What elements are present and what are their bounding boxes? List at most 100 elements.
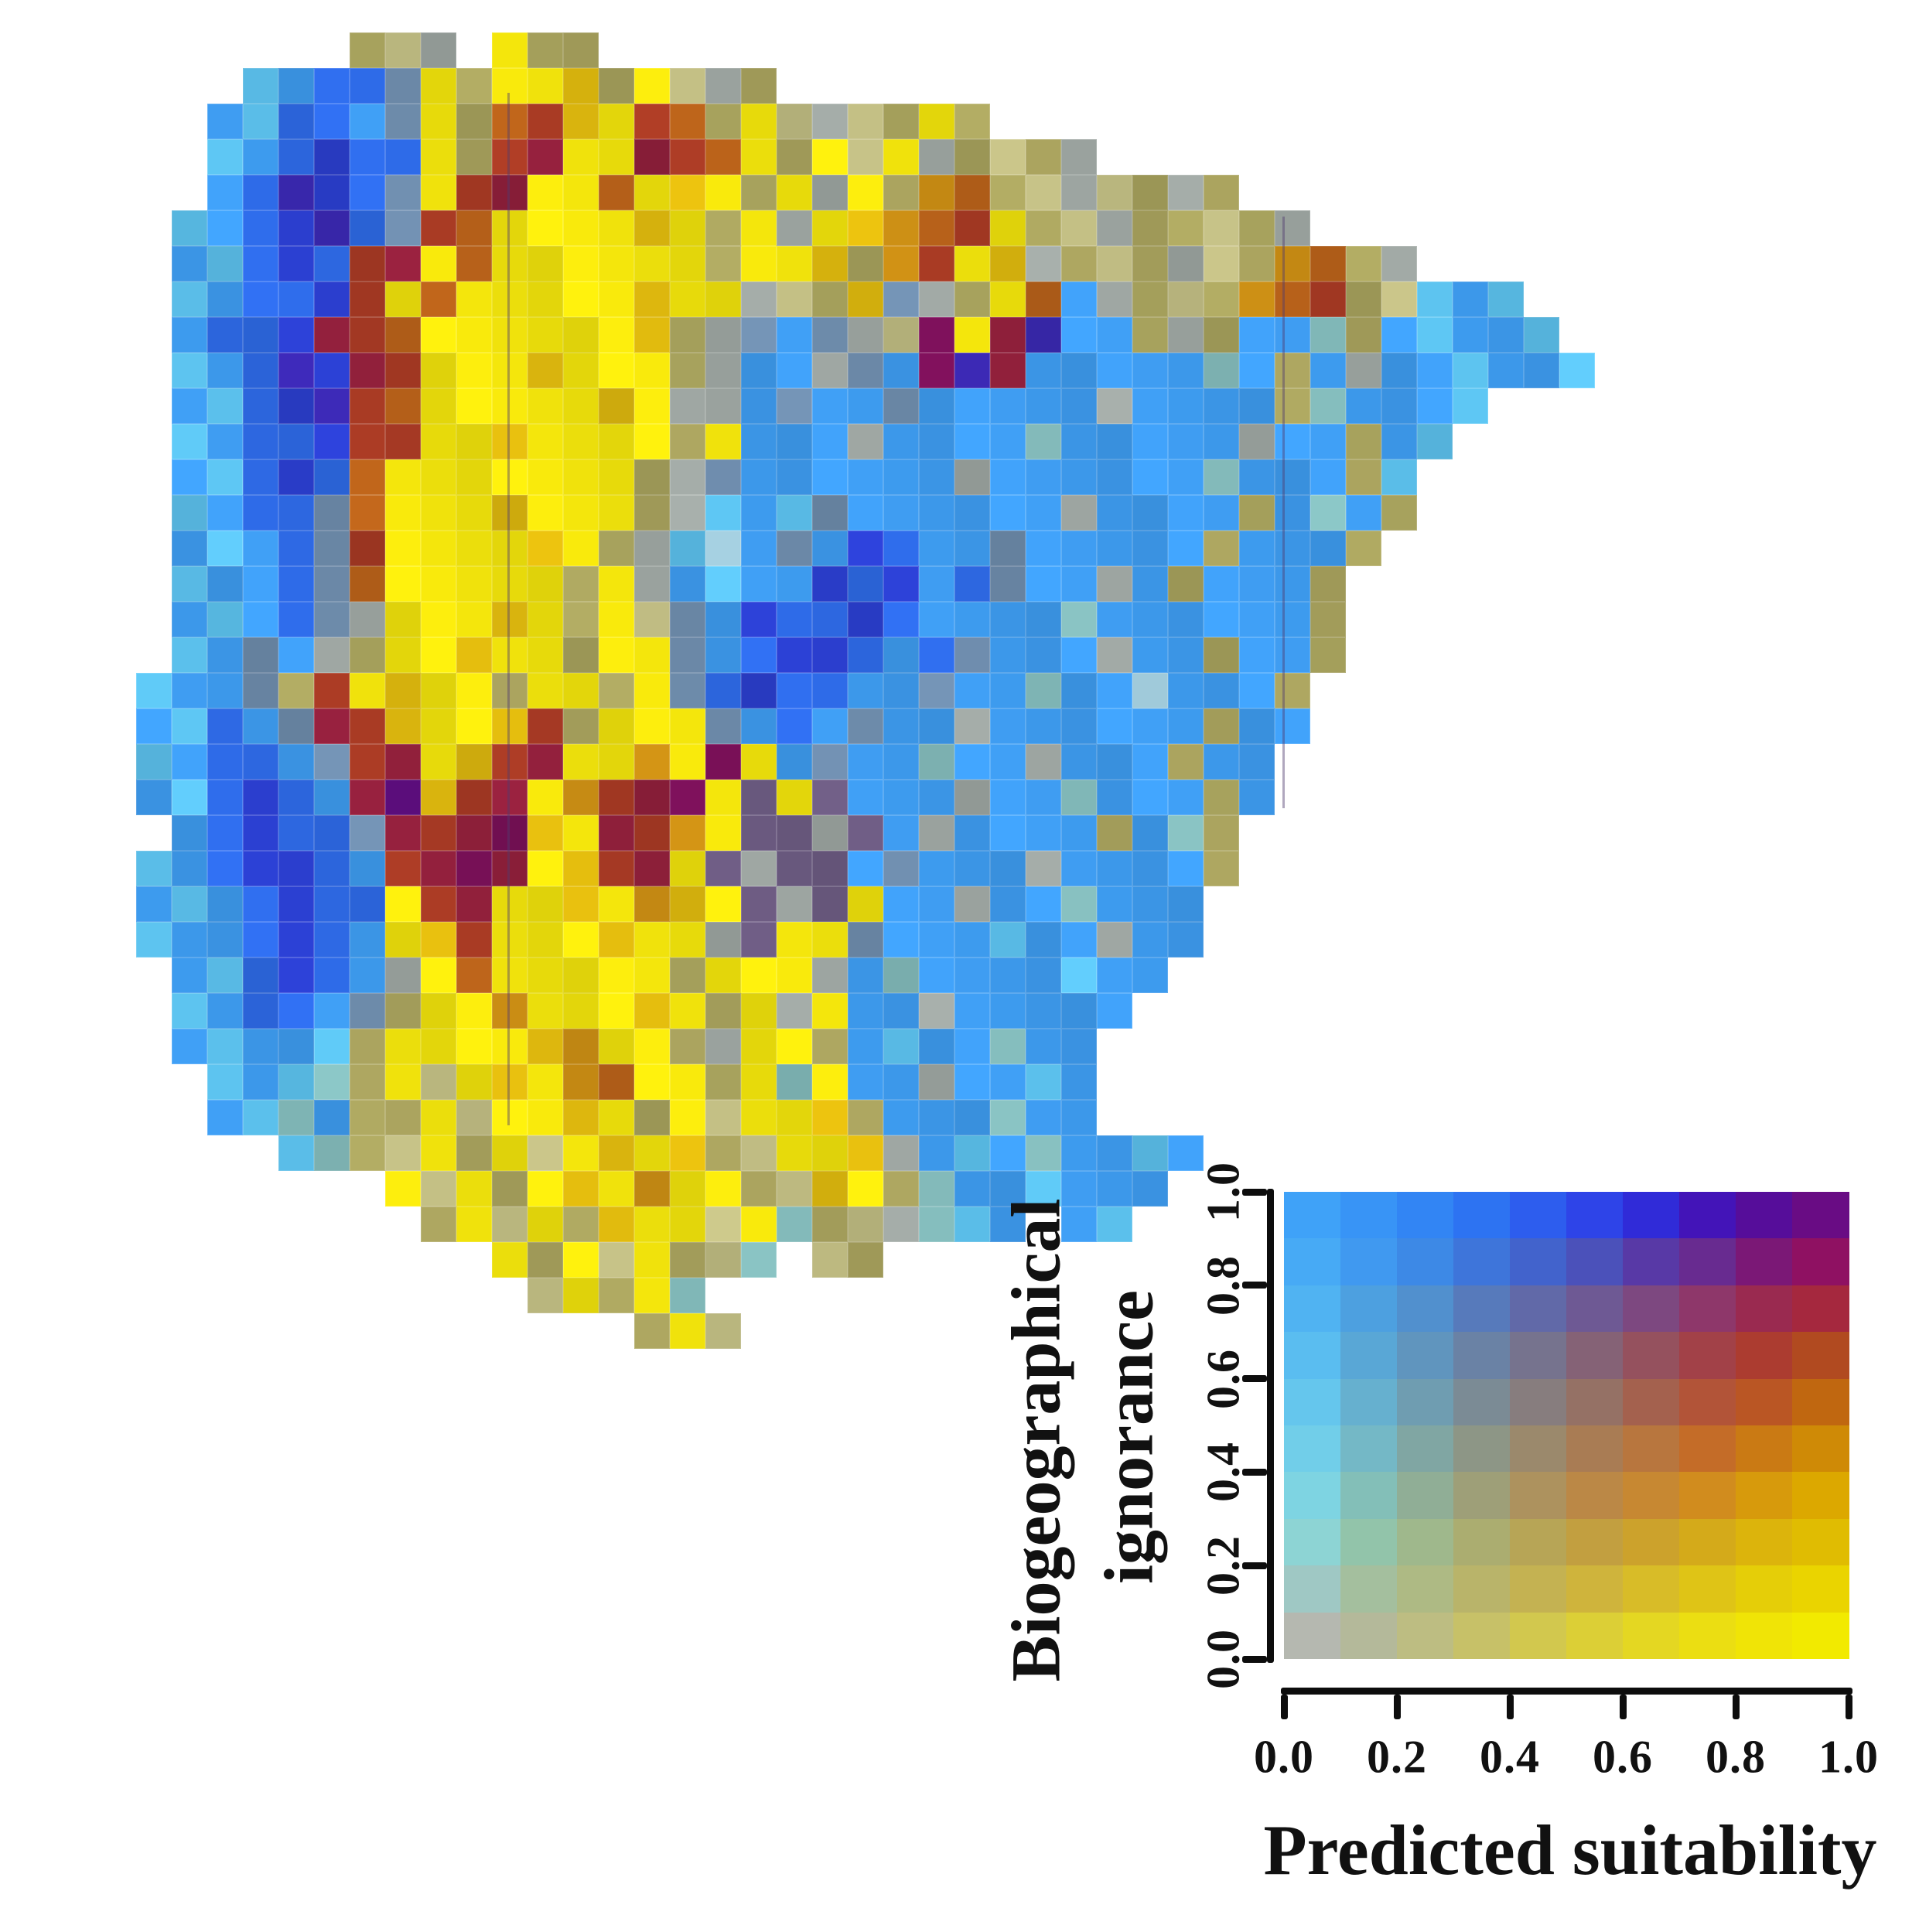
map-raster-cell xyxy=(528,246,563,282)
map-raster-cell xyxy=(670,993,705,1029)
map-raster-cell xyxy=(705,424,741,459)
map-raster-cell xyxy=(883,1207,919,1242)
map-raster-cell xyxy=(456,104,492,139)
map-raster-cell xyxy=(634,957,670,993)
map-raster-cell xyxy=(1097,353,1132,388)
map-raster-cell xyxy=(1168,886,1204,922)
map-raster-cell xyxy=(812,1029,848,1064)
legend-y-axis-tick xyxy=(1242,1375,1267,1383)
map-raster-cell xyxy=(990,922,1026,957)
map-raster-cell xyxy=(741,566,777,602)
map-raster-cell xyxy=(670,673,705,708)
map-raster-cell xyxy=(848,602,883,637)
map-raster-cell xyxy=(1097,744,1132,780)
map-raster-cell xyxy=(883,886,919,922)
legend-matrix-cell xyxy=(1623,1378,1680,1426)
map-raster-cell xyxy=(1346,424,1381,459)
map-raster-cell xyxy=(705,282,741,317)
map-raster-cell xyxy=(563,1100,599,1135)
map-raster-cell xyxy=(1097,851,1132,886)
map-raster-cell xyxy=(741,1064,777,1100)
map-raster-cell xyxy=(1132,531,1168,566)
map-raster-cell xyxy=(812,459,848,495)
map-raster-cell xyxy=(385,744,421,780)
map-raster-cell xyxy=(705,459,741,495)
map-raster-cell xyxy=(243,424,278,459)
map-raster-cell xyxy=(563,424,599,459)
map-raster-cell xyxy=(1204,282,1239,317)
legend-matrix-cell xyxy=(1340,1238,1398,1286)
map-raster-cell xyxy=(1132,851,1168,886)
map-raster-cell xyxy=(848,495,883,531)
map-raster-cell xyxy=(1132,1171,1168,1207)
map-raster-cell xyxy=(705,602,741,637)
map-raster-cell xyxy=(919,815,954,851)
map-raster-cell xyxy=(385,957,421,993)
map-raster-cell xyxy=(954,317,990,353)
map-raster-cell xyxy=(741,1242,777,1278)
map-raster-cell xyxy=(670,886,705,922)
map-raster-cell xyxy=(634,1242,670,1278)
map-raster-cell xyxy=(1061,424,1097,459)
map-raster-cell xyxy=(883,317,919,353)
map-raster-cell xyxy=(1097,495,1132,531)
map-raster-cell xyxy=(705,637,741,673)
map-raster-cell xyxy=(919,139,954,175)
map-raster-cell xyxy=(421,1171,456,1207)
map-raster-cell xyxy=(278,388,314,424)
map-raster-cell xyxy=(172,602,207,637)
map-raster-cell xyxy=(705,139,741,175)
map-raster-cell xyxy=(670,210,705,246)
map-raster-cell xyxy=(207,815,243,851)
map-raster-cell xyxy=(528,210,563,246)
map-raster-cell xyxy=(421,32,456,68)
map-raster-cell xyxy=(777,246,812,282)
legend-matrix-cell xyxy=(1510,1472,1567,1520)
legend-matrix-cell xyxy=(1623,1472,1680,1520)
map-raster-cell xyxy=(456,1207,492,1242)
map-raster-cell xyxy=(1132,957,1168,993)
map-raster-cell xyxy=(456,993,492,1029)
legend-matrix-cell xyxy=(1340,1518,1398,1566)
map-raster-cell xyxy=(705,1135,741,1171)
map-raster-cell xyxy=(1132,495,1168,531)
map-raster-cell xyxy=(777,210,812,246)
map-raster-cell xyxy=(421,424,456,459)
map-raster-cell xyxy=(634,495,670,531)
map-raster-cell xyxy=(670,175,705,210)
legend-matrix-cell xyxy=(1566,1285,1624,1333)
map-raster-cell xyxy=(350,495,385,531)
map-raster-cell xyxy=(278,139,314,175)
map-raster-cell xyxy=(492,459,528,495)
map-raster-cell xyxy=(492,922,528,957)
map-raster-cell xyxy=(670,851,705,886)
map-raster-cell xyxy=(1026,780,1061,815)
map-raster-cell xyxy=(172,531,207,566)
map-raster-cell xyxy=(599,886,634,922)
map-raster-cell xyxy=(563,1029,599,1064)
map-raster-cell xyxy=(812,495,848,531)
map-raster-cell xyxy=(1026,1064,1061,1100)
map-raster-cell xyxy=(492,175,528,210)
map-raster-cell xyxy=(207,495,243,531)
legend-y-axis-tick xyxy=(1242,1655,1267,1663)
map-raster-cell xyxy=(812,922,848,957)
map-raster-cell xyxy=(172,210,207,246)
map-raster-cell xyxy=(492,531,528,566)
map-raster-cell xyxy=(563,637,599,673)
legend-matrix-cell xyxy=(1284,1285,1341,1333)
map-raster-cell xyxy=(1346,388,1381,424)
legend-matrix-cell xyxy=(1623,1612,1680,1660)
map-raster-cell xyxy=(1453,282,1488,317)
map-raster-cell xyxy=(634,993,670,1029)
map-raster-cell xyxy=(1061,602,1097,637)
legend-matrix-cell xyxy=(1453,1565,1511,1613)
map-raster-cell xyxy=(1204,317,1239,353)
map-raster-cell xyxy=(670,637,705,673)
map-raster-cell xyxy=(350,1064,385,1100)
map-raster-cell xyxy=(421,139,456,175)
map-raster-cell xyxy=(1061,1207,1097,1242)
map-raster-cell xyxy=(670,1171,705,1207)
map-raster-cell xyxy=(563,993,599,1029)
map-raster-cell xyxy=(599,815,634,851)
